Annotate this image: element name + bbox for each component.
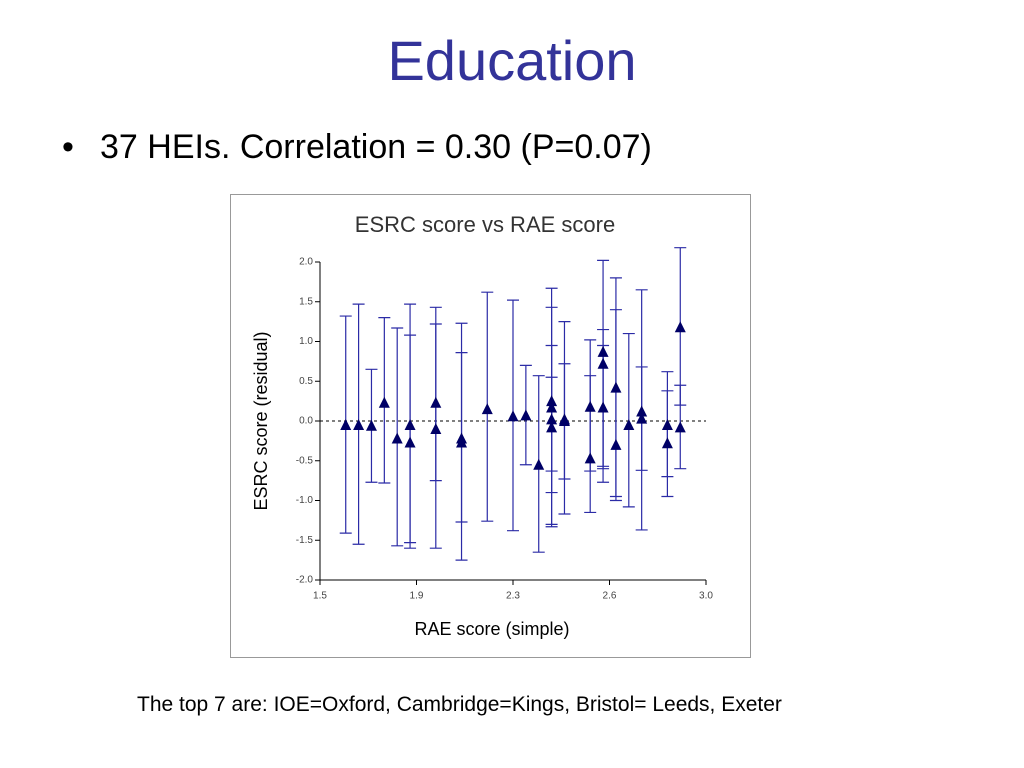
bullet-text: 37 HEIs. Correlation = 0.30 (P=0.07) bbox=[100, 128, 652, 166]
marker bbox=[636, 405, 648, 417]
marker bbox=[597, 345, 609, 357]
y-tick-label: 1.0 bbox=[299, 336, 313, 347]
marker bbox=[533, 458, 545, 470]
y-tick-label: 2.0 bbox=[299, 257, 313, 268]
x-tick-label: 2.6 bbox=[603, 591, 617, 602]
chart: ESRC score vs RAE score RAE score (simpl… bbox=[230, 194, 751, 658]
error-bar bbox=[429, 323, 442, 549]
marker bbox=[674, 321, 686, 333]
error-bar bbox=[661, 390, 674, 478]
error-bar bbox=[455, 352, 468, 561]
marker bbox=[546, 401, 558, 413]
marker bbox=[481, 403, 493, 415]
caption: The top 7 are: IOE=Oxford, Cambridge=Kin… bbox=[137, 693, 782, 716]
marker bbox=[430, 422, 442, 434]
marker bbox=[610, 438, 622, 450]
marker bbox=[623, 418, 635, 430]
y-tick-label: 1.5 bbox=[299, 296, 313, 307]
marker bbox=[378, 396, 390, 408]
marker bbox=[610, 381, 622, 393]
marker bbox=[546, 395, 558, 407]
chart-title: ESRC score vs RAE score bbox=[355, 212, 615, 237]
marker bbox=[404, 418, 416, 430]
y-tick-label: -1.0 bbox=[296, 495, 314, 506]
marker bbox=[584, 400, 596, 412]
y-tick-label: -1.5 bbox=[296, 535, 314, 546]
marker bbox=[507, 410, 519, 422]
marker bbox=[456, 436, 468, 448]
marker bbox=[365, 419, 377, 431]
x-tick-label: 3.0 bbox=[699, 591, 713, 602]
y-axis-label: ESRC score (residual) bbox=[251, 331, 271, 510]
marker bbox=[546, 413, 558, 425]
y-tick-label: 0.5 bbox=[299, 376, 313, 387]
marker bbox=[520, 409, 532, 421]
marker bbox=[584, 452, 596, 464]
marker bbox=[546, 421, 558, 433]
y-tick-label: 0.0 bbox=[299, 416, 313, 427]
y-tick-label: -2.0 bbox=[296, 575, 314, 586]
marker bbox=[597, 401, 609, 413]
error-bar bbox=[609, 309, 622, 502]
marker bbox=[353, 418, 365, 430]
marker bbox=[430, 396, 442, 408]
x-tick-label: 1.9 bbox=[410, 591, 424, 602]
x-tick-label: 2.3 bbox=[506, 591, 520, 602]
marker bbox=[636, 412, 648, 424]
marker bbox=[661, 437, 673, 449]
marker bbox=[340, 418, 352, 430]
x-tick-label: 1.5 bbox=[313, 591, 327, 602]
marker bbox=[597, 357, 609, 369]
marker bbox=[404, 436, 416, 448]
slide-title: Education bbox=[387, 29, 637, 92]
marker bbox=[661, 418, 673, 430]
marker bbox=[391, 432, 403, 444]
bullet: • 37 HEIs. Correlation = 0.30 (P=0.07) bbox=[62, 128, 652, 167]
x-axis-label: RAE score (simple) bbox=[414, 619, 569, 639]
bullet-dot: • bbox=[62, 128, 74, 166]
marker bbox=[674, 421, 686, 433]
marker bbox=[558, 415, 570, 426]
y-tick-label: -0.5 bbox=[296, 455, 314, 466]
